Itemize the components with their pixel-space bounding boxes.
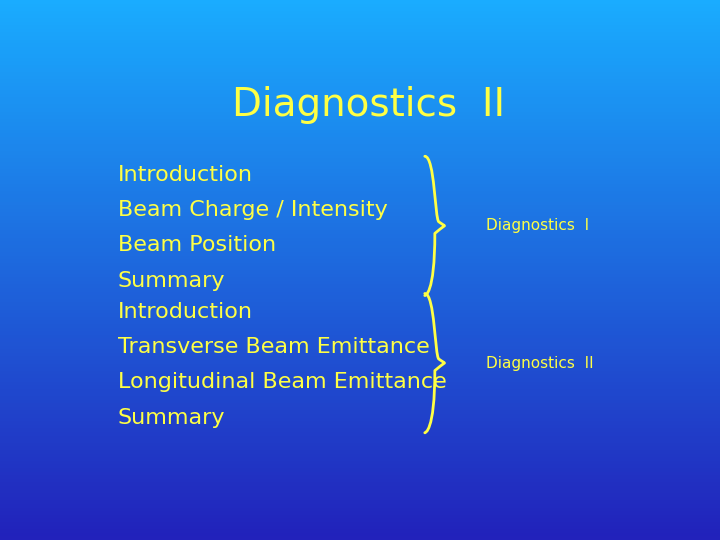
Text: Longitudinal Beam Emittance: Longitudinal Beam Emittance bbox=[118, 373, 446, 393]
Text: Summary: Summary bbox=[118, 271, 225, 291]
Text: Introduction: Introduction bbox=[118, 165, 253, 185]
Text: Diagnostics  I: Diagnostics I bbox=[486, 218, 589, 233]
Text: Diagnostics  II: Diagnostics II bbox=[486, 356, 594, 370]
Text: Beam Charge / Intensity: Beam Charge / Intensity bbox=[118, 200, 387, 220]
Text: Beam Position: Beam Position bbox=[118, 235, 276, 255]
Text: Summary: Summary bbox=[118, 408, 225, 428]
Text: Introduction: Introduction bbox=[118, 302, 253, 322]
Text: Transverse Beam Emittance: Transverse Beam Emittance bbox=[118, 337, 430, 357]
Text: Diagnostics  II: Diagnostics II bbox=[233, 85, 505, 124]
